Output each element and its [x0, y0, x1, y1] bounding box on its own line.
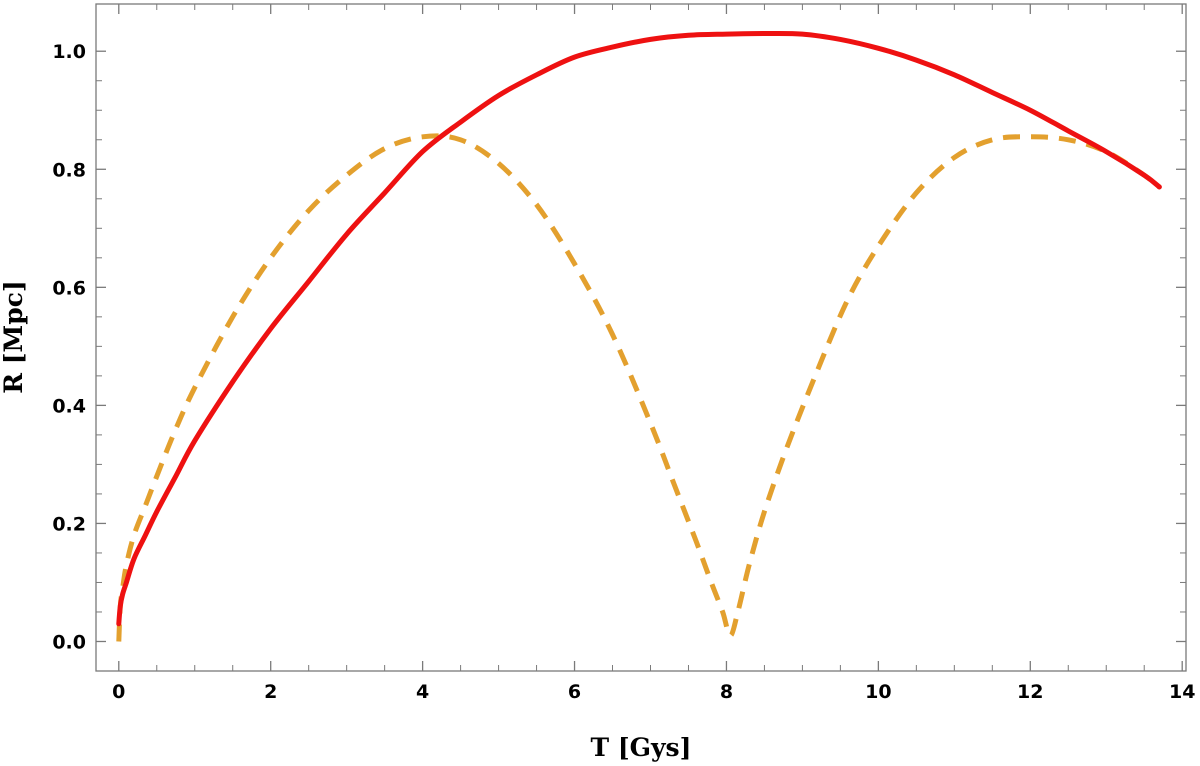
y-axis-label: R [Mpc]: [0, 280, 28, 394]
x-tick-label: 14: [1169, 681, 1195, 703]
x-tick-label: 8: [720, 681, 733, 703]
dashed-series-line: [116, 133, 1161, 642]
y-tick-label: 0.0: [52, 631, 86, 653]
x-tick-label: 4: [416, 681, 429, 703]
x-tick-label: 6: [568, 681, 581, 703]
y-tick-label: 0.6: [52, 277, 86, 299]
plot-frame: [95, 3, 1187, 672]
y-tick-label: 0.8: [52, 159, 86, 181]
x-tick-label: 2: [264, 681, 277, 703]
major-ticks: [96, 4, 1186, 671]
y-tick-label: 0.4: [52, 395, 86, 417]
y-tick-label: 1.0: [52, 41, 86, 63]
x-tick-labels: 0 2 4 6 8 10 12 14: [112, 681, 1195, 703]
solid-series-line: [116, 30, 1162, 627]
y-tick-labels: 0.0 0.2 0.4 0.6 0.8 1.0: [52, 41, 86, 653]
x-tick-label: 12: [1017, 681, 1043, 703]
series-layer: [116, 30, 1162, 642]
x-tick-label: 10: [865, 681, 891, 703]
y-tick-label: 0.2: [52, 513, 86, 535]
x-tick-label: 0: [112, 681, 125, 703]
x-axis-label: T [Gys]: [591, 733, 692, 762]
minor-ticks: [96, 4, 1186, 671]
